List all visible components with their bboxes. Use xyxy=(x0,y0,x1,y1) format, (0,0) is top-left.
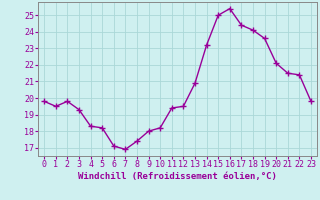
X-axis label: Windchill (Refroidissement éolien,°C): Windchill (Refroidissement éolien,°C) xyxy=(78,172,277,181)
